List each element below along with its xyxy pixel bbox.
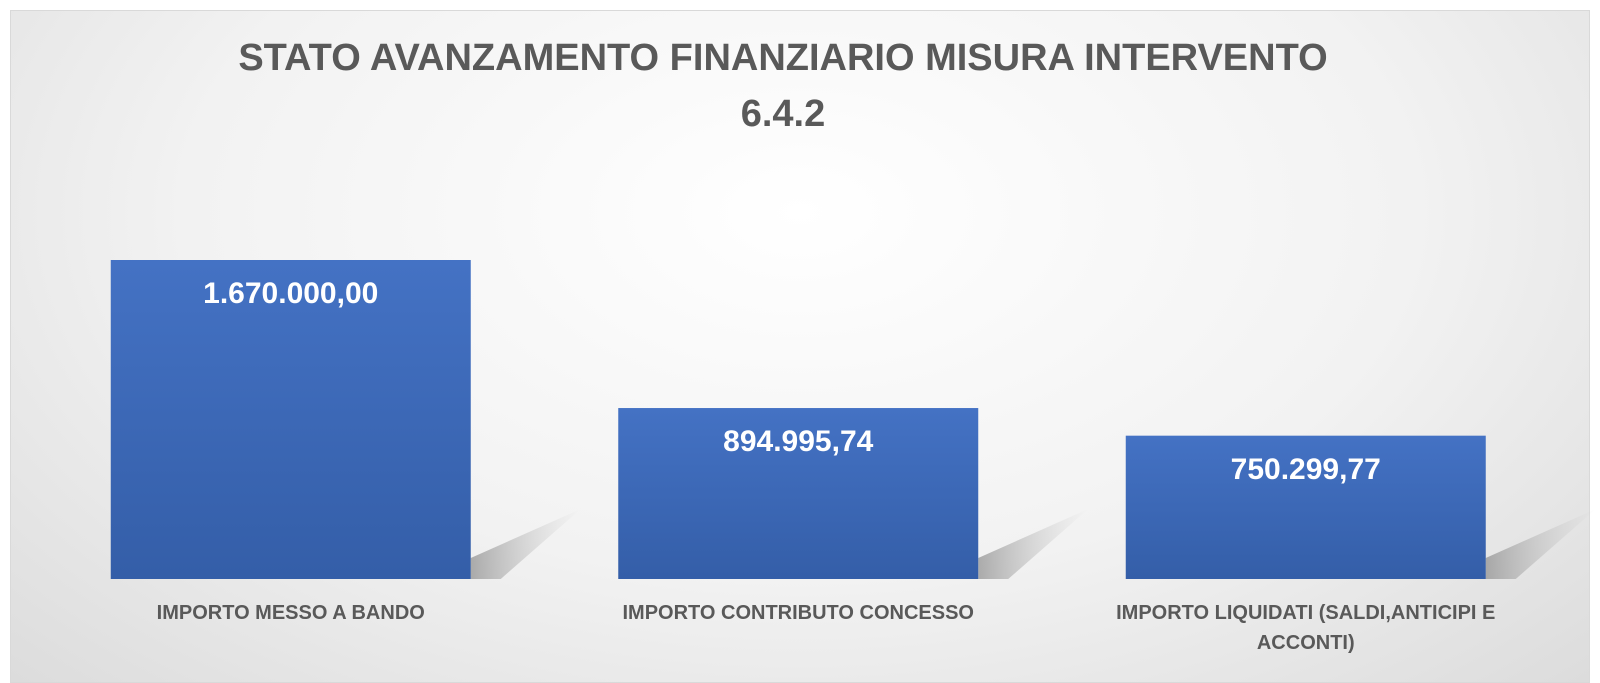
bar [1125,435,1486,579]
x-tick-label: IMPORTO LIQUIDATI (SALDI,ANTICIPI E ACCO… [1116,602,1496,654]
bar-shadow [470,509,581,579]
x-tick-label: IMPORTO CONTRIBUTO CONCESSO [622,602,974,624]
title-box: STATO AVANZAMENTO FINANZIARIO MISURA INT… [0,30,1566,142]
bar-shadow [978,509,1089,579]
value-label: 1.670.000,00 [203,277,379,310]
bar-shadow [1485,509,1596,579]
value-label: 894.995,74 [723,425,874,459]
x-tick-label: IMPORTO MESSO A BANDO [156,602,425,624]
value-label: 750.299,77 [1230,452,1381,486]
chart-title: STATO AVANZAMENTO FINANZIARIO MISURA INT… [238,37,1328,135]
bar [618,408,979,579]
bar [110,260,471,579]
